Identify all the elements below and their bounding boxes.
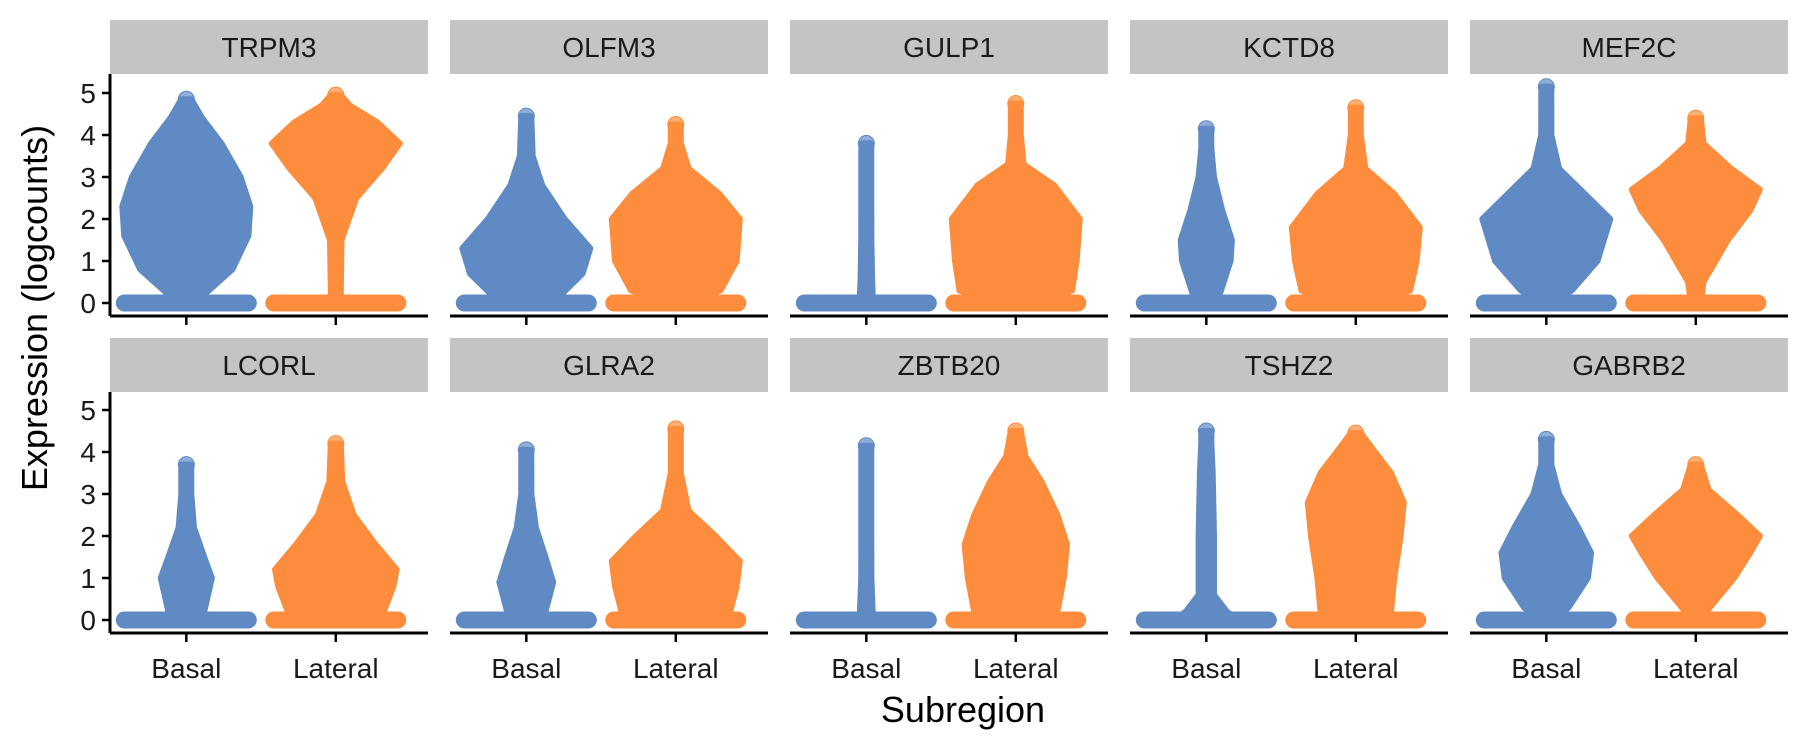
y-tick-label: 3 xyxy=(80,162,96,193)
violin-basal xyxy=(157,461,215,623)
x-tick-label: Lateral xyxy=(1653,653,1739,684)
strip-label: ZBTB20 xyxy=(898,350,1001,381)
max-point-basal xyxy=(177,90,195,108)
strip-trpm3 xyxy=(110,20,428,74)
y-tick-label: 2 xyxy=(80,204,96,235)
max-point-lateral xyxy=(1347,99,1365,117)
violin-lateral xyxy=(961,428,1070,623)
x-tick-label: Basal xyxy=(151,653,221,684)
strip-label: TSHZ2 xyxy=(1245,350,1334,381)
violin-lateral xyxy=(1628,115,1763,306)
x-tick-label: Lateral xyxy=(633,653,719,684)
x-tick-label: Basal xyxy=(831,653,901,684)
violin-lateral xyxy=(1304,430,1407,623)
panel-glra2: GLRA2 Basal Lateral xyxy=(450,338,768,684)
strip-label: GLRA2 xyxy=(563,350,655,381)
x-tick-label: Basal xyxy=(491,653,561,684)
violin-lateral xyxy=(948,100,1083,306)
violin-lateral xyxy=(272,440,400,623)
max-point-basal xyxy=(1197,120,1215,138)
violin-lateral xyxy=(1288,104,1423,306)
strip-gabrb2 xyxy=(1470,338,1788,392)
y-tick-label: 4 xyxy=(80,437,96,468)
panel-gabrb2: GABRB2 Basal Lateral xyxy=(1470,338,1788,684)
max-point-basal xyxy=(517,441,535,459)
max-point-lateral xyxy=(667,420,685,438)
x-tick-label: Lateral xyxy=(293,653,379,684)
strip-kctd8 xyxy=(1130,20,1448,74)
max-point-basal xyxy=(1537,78,1555,96)
strip-label: MEF2C xyxy=(1582,32,1677,63)
y-tick-label: 1 xyxy=(80,563,96,594)
strip-olfm3 xyxy=(450,20,768,74)
strip-gulp1 xyxy=(790,20,1108,74)
violin-basal xyxy=(1171,428,1242,623)
y-tick-label: 4 xyxy=(80,120,96,151)
panel-zbtb20: ZBTB20 Basal Lateral xyxy=(790,338,1108,684)
strip-label: TRPM3 xyxy=(222,32,317,63)
x-axis-title: Subregion xyxy=(881,689,1045,730)
max-point-lateral xyxy=(1007,95,1025,112)
x-tick-label: Basal xyxy=(1171,653,1241,684)
facet-panels: TRPM3012345BasalLateralOLFM3BasalLateral… xyxy=(80,20,1788,684)
strip-label: KCTD8 xyxy=(1243,32,1335,63)
violin-basal xyxy=(119,96,254,306)
violin-lateral xyxy=(608,121,743,306)
max-point-lateral xyxy=(667,116,685,133)
strip-tshz2 xyxy=(1130,338,1448,392)
violin-lateral xyxy=(1628,461,1763,623)
strip-zbtb20 xyxy=(790,338,1108,392)
max-point-lateral xyxy=(1687,109,1705,127)
max-point-lateral xyxy=(1347,424,1365,442)
y-tick-label: 1 xyxy=(80,246,96,277)
strip-label: OLFM3 xyxy=(562,32,655,63)
max-point-lateral xyxy=(1007,422,1025,440)
panel-mef2c: MEF2CBasalLateral xyxy=(1470,20,1788,367)
violin-basal xyxy=(856,140,876,306)
x-tick-label: Lateral xyxy=(1313,653,1399,684)
y-tick-label: 5 xyxy=(80,395,96,426)
max-point-basal xyxy=(1537,430,1555,448)
max-point-basal xyxy=(857,134,875,152)
x-tick-label: Lateral xyxy=(973,653,1059,684)
panel-gulp1: GULP1BasalLateral xyxy=(790,20,1108,367)
panel-kctd8: KCTD8BasalLateral xyxy=(1130,20,1448,367)
y-tick-label: 0 xyxy=(80,288,96,319)
panel-lcorl: LCORL 0 1 2 3 4 5 Basal Lateral xyxy=(80,338,428,684)
strip-glra2 xyxy=(450,338,768,392)
violin-basal xyxy=(459,113,594,306)
max-point-lateral xyxy=(1687,456,1705,474)
violin-basal xyxy=(1177,125,1235,306)
violin-basal xyxy=(855,442,877,623)
max-point-basal xyxy=(517,107,535,125)
strip-label: GABRB2 xyxy=(1572,350,1686,381)
y-tick-label: 2 xyxy=(80,521,96,552)
panel-tshz2: TSHZ2 Basal Lateral xyxy=(1130,338,1448,684)
y-tick-label: 0 xyxy=(80,605,96,636)
max-point-basal xyxy=(1197,422,1215,440)
violin-basal xyxy=(1479,83,1614,306)
violin-lateral xyxy=(608,425,743,623)
y-tick-label: 5 xyxy=(80,78,96,109)
max-point-lateral xyxy=(327,86,345,104)
strip-label: LCORL xyxy=(222,350,315,381)
panel-trpm3: TRPM3012345BasalLateral xyxy=(80,20,428,367)
y-axis-title: Expression (logcounts) xyxy=(14,125,55,491)
violin-lateral xyxy=(268,92,403,306)
max-point-basal xyxy=(857,437,875,455)
max-point-basal xyxy=(177,456,195,474)
panel-olfm3: OLFM3BasalLateral xyxy=(450,20,768,367)
strip-mef2c xyxy=(1470,20,1788,74)
strip-label: GULP1 xyxy=(903,32,995,63)
violin-basal xyxy=(496,446,557,623)
x-tick-label: Basal xyxy=(1511,653,1581,684)
strip-lcorl xyxy=(110,338,428,392)
max-point-lateral xyxy=(327,435,345,453)
violin-basal xyxy=(1498,436,1595,623)
y-tick-label: 3 xyxy=(80,479,96,510)
